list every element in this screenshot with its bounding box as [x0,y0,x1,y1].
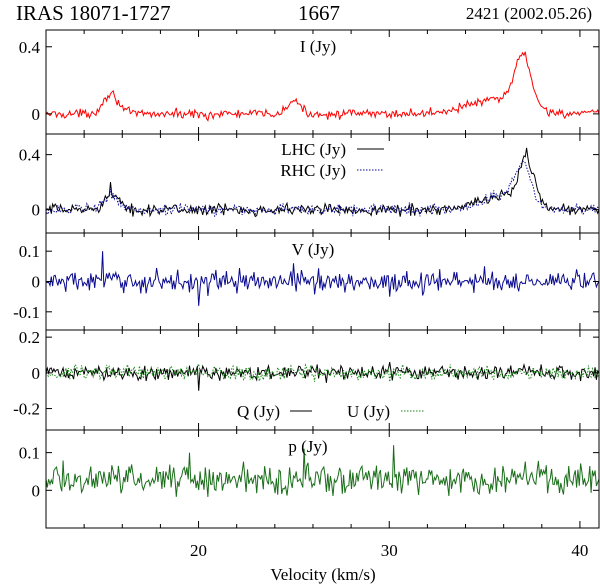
data-point [110,182,111,183]
panel-p: 0 0.1 p (Jy) [19,429,600,529]
panel-title: V (Jy) [292,240,335,259]
data-point [389,362,390,363]
epoch-label: 2421 (2002.05.26) [465,4,592,23]
x-tick-label: 20 [190,541,207,560]
y-tick-label: 0 [32,201,41,220]
panel-QU: -0.2 0 0.2 [13,328,600,431]
legend-label-q: Q (Jy) [237,402,280,421]
series-i-jy [45,51,600,122]
y-tick-label: 0.4 [19,38,41,57]
y-tick-label: 0 [32,364,41,383]
series-u-jy [45,362,600,382]
legend-label-u: U (Jy) [347,402,390,421]
data-point [103,251,104,252]
data-point [198,363,199,364]
panel-frame [45,329,600,431]
data-point [293,100,294,101]
data-point [293,263,294,264]
data-point [526,147,527,148]
data-point [484,478,485,479]
y-tick-label: 0 [32,105,41,124]
data-point [389,209,390,210]
y-tick-label: 0.1 [19,444,40,463]
data-point [389,381,390,382]
x-tick-label: 40 [571,541,588,560]
series-v-jy [45,251,600,306]
panel-title: I (Jy) [300,37,336,56]
data-point [547,209,548,210]
panel-title: p (Jy) [288,437,327,456]
data-point [547,113,548,114]
source-title: IRAS 18071-1727 [16,1,171,25]
y-tick-label: 0 [32,481,41,500]
y-tick-label: 0.1 [19,242,40,261]
data-point [524,51,525,52]
data-point [208,120,209,121]
x-axis-label: Velocity (km/s) [270,565,375,584]
data-point [198,390,199,391]
y-tick-label: 0.4 [19,146,41,165]
panel-I: 0 0.4 I (Jy) [19,29,600,135]
data-point [110,93,111,94]
x-tick-label: 30 [381,541,398,560]
legend-label-rhc: RHC (Jy) [280,161,346,180]
y-tick-label: -0.2 [13,400,40,419]
panel-V: -0.1 0 0.1 V (Jy) [13,232,600,331]
series-rhc-jy [45,160,600,217]
frequency-label: 1667 [298,1,340,25]
data-point [393,445,394,446]
data-point [522,161,523,162]
data-point [198,305,199,306]
data-point [484,266,485,267]
series-q-jy [45,362,600,391]
series-p-jy [45,445,600,497]
data-point [389,113,390,114]
data-point [188,452,189,453]
y-tick-label: 0.2 [19,328,40,347]
y-tick-label: -0.1 [13,303,40,322]
legend-label-lhc: LHC (Jy) [281,140,346,159]
y-tick-label: 0 [32,273,41,292]
panel-frame [45,429,600,529]
data-point [389,296,390,297]
data-point [110,188,111,189]
data-point [494,97,495,98]
